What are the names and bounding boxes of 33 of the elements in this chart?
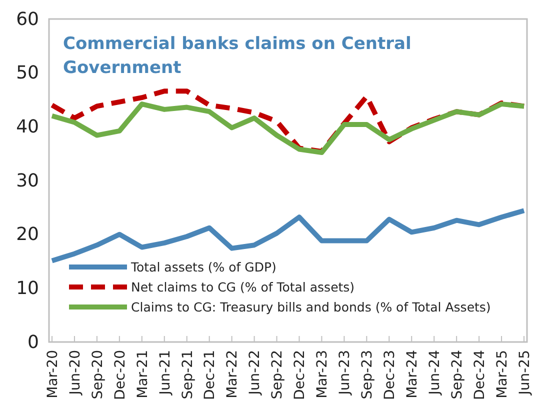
- x-tick-label: Sep-20: [90, 350, 106, 400]
- legend-label: Net claims to CG (% of Total assets): [131, 279, 355, 294]
- x-tick-label: Mar-21: [134, 350, 151, 398]
- y-tick-label: 20: [16, 224, 39, 246]
- x-tick-label: Dec-23: [382, 350, 398, 400]
- x-tick-label: Sep-24: [449, 350, 466, 400]
- x-tick-label: Mar-25: [494, 350, 510, 398]
- x-tick-label: Mar-20: [44, 350, 61, 398]
- legend-label: Total assets (% of GDP): [130, 259, 276, 274]
- x-tick-label: Jun-25: [516, 350, 533, 396]
- y-tick-label: 30: [16, 170, 39, 192]
- x-tick-label: Jun-24: [426, 350, 443, 396]
- x-tick-label: Sep-22: [270, 350, 286, 400]
- x-tick-label: Dec-21: [202, 350, 218, 400]
- x-tick-label: Jun-21: [157, 350, 174, 396]
- legend-label: Claims to CG: Treasury bills and bonds (% of Total Assets): [131, 299, 491, 314]
- x-tick-label: Jun-23: [337, 350, 354, 396]
- y-tick-label: 60: [16, 8, 39, 30]
- x-tick-label: Jun-22: [247, 350, 264, 396]
- x-tick-label: Dec-24: [472, 350, 488, 400]
- x-tick-label: Sep-21: [180, 350, 196, 400]
- x-tick-label: Dec-22: [292, 350, 308, 400]
- y-tick-label: 10: [16, 278, 39, 299]
- y-tick-label: 50: [16, 62, 39, 84]
- y-tick-label: 0: [28, 332, 39, 353]
- y-tick-label: 40: [16, 116, 39, 138]
- x-tick-label: Sep-23: [360, 350, 376, 400]
- x-tick-label: Jun-20: [67, 350, 84, 396]
- text: Commercial banks claims on Central Government: [63, 34, 412, 78]
- x-tick-label: Mar-24: [404, 350, 421, 398]
- x-tick-label: Mar-23: [314, 350, 331, 398]
- x-tick-label: Mar-22: [224, 350, 241, 398]
- x-tick-label: Dec-20: [112, 350, 128, 400]
